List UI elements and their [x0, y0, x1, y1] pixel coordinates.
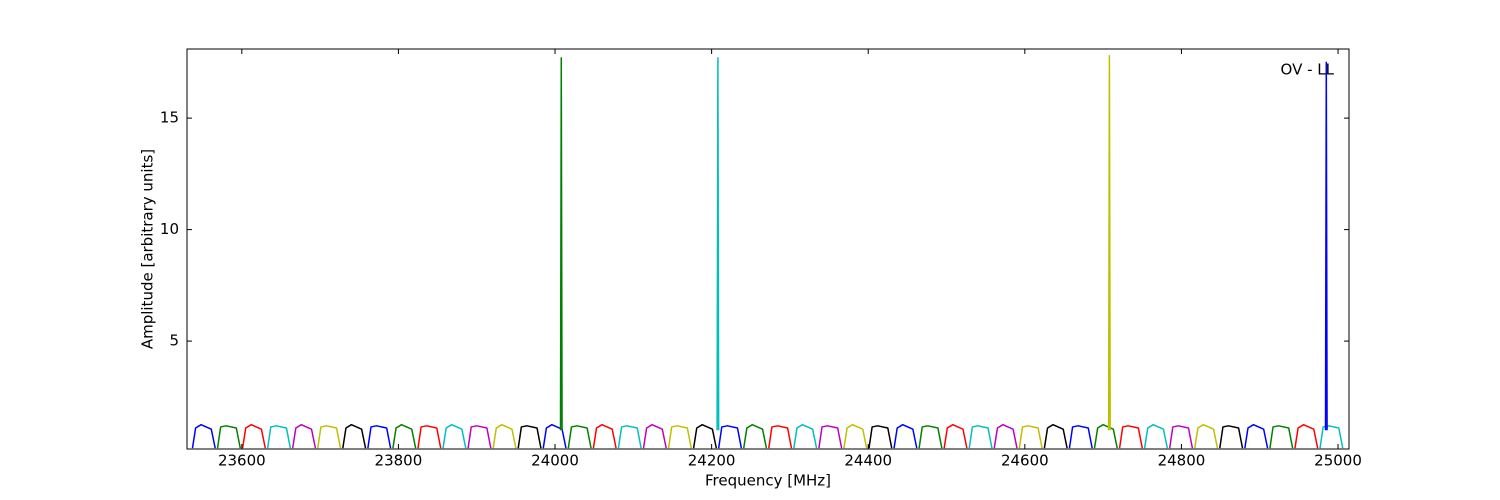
x-tick-label: 24000 — [531, 452, 579, 470]
spectrum-line — [943, 423, 968, 449]
x-tick-label: 23800 — [375, 452, 423, 470]
spectrum-line — [642, 423, 667, 449]
spectrum-line — [467, 425, 492, 449]
y-tick-label: 15 — [160, 109, 179, 127]
spectrum-line — [993, 423, 1018, 449]
plot-area — [191, 54, 1344, 449]
spectrum-line — [1324, 61, 1328, 431]
spectrum-line — [1118, 425, 1144, 449]
spectrum-line — [266, 425, 292, 449]
spectrum-line — [893, 423, 918, 449]
spectrum-line — [1068, 425, 1093, 449]
x-axis-label: Frequency [MHz] — [705, 472, 831, 490]
spectrum-line — [1219, 425, 1244, 449]
spectrum-line — [191, 423, 216, 449]
spectrum-line — [559, 57, 563, 431]
spectrum-line — [793, 423, 818, 449]
spectrum-line — [1093, 423, 1118, 449]
spectrum-line — [367, 425, 392, 449]
x-tick-label: 24800 — [1158, 452, 1206, 470]
spectrum-line — [291, 423, 317, 449]
y-axis-label: Amplitude [arbitrary units] — [139, 149, 157, 349]
spectrum-line — [617, 425, 642, 449]
spectrum-line — [1194, 423, 1219, 449]
spectrum-line — [918, 425, 943, 449]
spectrum-line — [1269, 425, 1294, 449]
spectrum-line — [868, 425, 893, 449]
y-tick-label: 5 — [169, 332, 179, 350]
spectrum-line — [1319, 425, 1344, 449]
y-tick-label: 10 — [160, 220, 179, 238]
x-tick-label: 24200 — [688, 452, 736, 470]
spectrum-line — [442, 423, 467, 449]
spectrum-line — [843, 423, 868, 449]
spectrum-line — [1294, 423, 1319, 449]
spectrum-line — [768, 425, 793, 449]
spectrum-line — [492, 423, 517, 449]
spectrum-line — [1043, 423, 1068, 449]
spectrum-line — [592, 423, 617, 449]
spectrum-line — [417, 425, 442, 449]
spectrum-line — [1018, 425, 1043, 449]
annotation: OV - LL — [1281, 61, 1335, 79]
spectrum-line — [1244, 423, 1269, 449]
spectrum-line — [392, 423, 417, 449]
x-tick-label: 24400 — [844, 452, 892, 470]
spectrum-line — [567, 425, 592, 449]
spectrum-line — [742, 423, 768, 449]
spectrum-line — [1107, 54, 1111, 431]
spectrum-line — [1143, 423, 1169, 449]
spectrum-line — [517, 425, 542, 449]
spectrum-line — [342, 423, 367, 449]
spectrum-line — [216, 425, 241, 449]
x-tick-label: 25000 — [1314, 452, 1362, 470]
spectrum-line — [1168, 425, 1194, 449]
spectrum-line — [241, 423, 267, 449]
spectrum-line — [692, 423, 718, 449]
spectrum-line — [968, 425, 993, 449]
spectrum-line — [818, 425, 843, 449]
x-tick-label: 23600 — [218, 452, 266, 470]
spectrum-line — [542, 423, 567, 449]
spectrum-line — [716, 57, 720, 431]
spectrum-line — [667, 425, 692, 449]
axes-frame — [186, 48, 1350, 450]
spectrum-line — [717, 425, 743, 449]
x-tick-label: 24600 — [1001, 452, 1049, 470]
spectrum-line — [317, 425, 342, 449]
